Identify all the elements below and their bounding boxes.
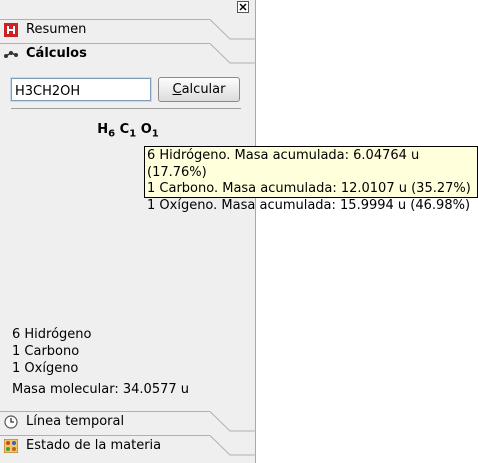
tab-calculos[interactable]: Cálculos <box>0 42 256 66</box>
formula-count: 1 <box>151 128 159 140</box>
molecular-mass: Masa molecular: 34.0577 u <box>12 382 190 397</box>
tab-estado-materia[interactable]: Estado de la materia <box>0 434 256 458</box>
tab-linea-temporal-label: Línea temporal <box>26 414 125 429</box>
calcular-button[interactable]: Calcular <box>158 77 240 102</box>
molecule-icon <box>4 51 18 58</box>
tab-shape <box>0 435 256 456</box>
calcular-label: alcular <box>181 82 226 97</box>
tab-resumen-label: Resumen <box>26 22 87 37</box>
tab-shape <box>0 43 256 64</box>
tooltip-line: 1 Carbono. Masa acumulada: 12.0107 u (35… <box>147 181 471 196</box>
tooltip-line: 6 Hidrógeno. Masa acumulada: 6.04764 u (… <box>147 148 420 180</box>
states-of-matter-icon <box>4 439 18 453</box>
clock-icon <box>4 415 18 429</box>
composition-list: 6 Hidrógeno 1 Carbono 1 Oxígeno <box>12 326 92 377</box>
molecular-formula: H6 C1 O1 <box>0 122 256 140</box>
tab-shape <box>0 411 256 432</box>
close-icon <box>239 3 247 11</box>
formula-input[interactable] <box>10 77 152 102</box>
composition-item: 1 Oxígeno <box>12 361 79 376</box>
composition-item: 1 Carbono <box>12 344 80 359</box>
composition-item: 6 Hidrógeno <box>12 327 92 342</box>
resumen-icon <box>4 23 18 37</box>
tooltip-line: 1 Oxígeno. Masa acumulada: 15.9994 u (46… <box>147 197 471 213</box>
tab-estado-materia-label: Estado de la materia <box>26 438 162 453</box>
tab-shape <box>0 19 256 40</box>
side-panel: Resumen Cálculos Calcular H6 C1 O1 6 Hid… <box>0 0 256 463</box>
close-button[interactable] <box>237 1 249 13</box>
mass-tooltip: 6 Hidrógeno. Masa acumulada: 6.04764 u (… <box>144 146 478 213</box>
tab-resumen[interactable]: Resumen <box>0 18 256 42</box>
tab-calculos-label: Cálculos <box>26 46 87 61</box>
tab-linea-temporal[interactable]: Línea temporal <box>0 410 256 434</box>
formula-count: 6 <box>108 128 116 140</box>
formula-element: C <box>119 122 130 137</box>
formula-element: H <box>97 122 109 137</box>
calcular-accel: C <box>172 82 182 97</box>
formula-element: O <box>140 122 152 137</box>
separator <box>11 108 241 109</box>
formula-count: 1 <box>129 128 137 140</box>
